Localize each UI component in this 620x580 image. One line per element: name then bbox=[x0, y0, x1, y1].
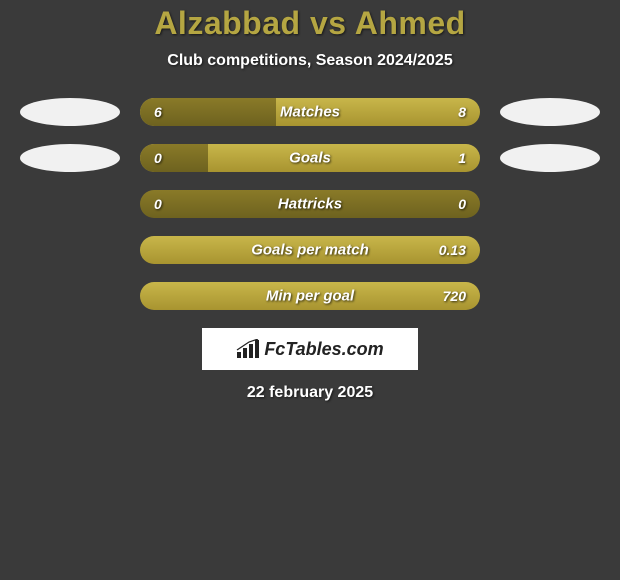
stat-label: Hattricks bbox=[278, 196, 342, 213]
bar-chart-icon bbox=[236, 339, 260, 359]
stat-bar: Goals per match 0.13 bbox=[140, 236, 480, 264]
stat-bar: 6 Matches 8 bbox=[140, 98, 480, 126]
logo-text: FcTables.com bbox=[264, 339, 383, 360]
stat-label: Matches bbox=[280, 104, 340, 121]
stat-right-value: 0.13 bbox=[439, 242, 466, 258]
oval-spacer bbox=[500, 282, 600, 310]
team-left-oval bbox=[20, 98, 120, 126]
stats-rows: 6 Matches 8 0 Goals 1 0 Hattricks 0 Goals per mat… bbox=[0, 98, 620, 310]
stat-right-value: 720 bbox=[443, 288, 466, 304]
stat-left-value: 0 bbox=[154, 150, 162, 166]
logo-box: FcTables.com bbox=[202, 328, 418, 370]
stat-bar: 0 Hattricks 0 bbox=[140, 190, 480, 218]
team-right-oval bbox=[500, 98, 600, 126]
oval-spacer bbox=[500, 190, 600, 218]
oval-spacer bbox=[20, 236, 120, 264]
stat-right-value: 0 bbox=[458, 196, 466, 212]
stat-row: 6 Matches 8 bbox=[0, 98, 620, 126]
bar-fill-left bbox=[140, 144, 208, 172]
logo-inner: FcTables.com bbox=[236, 339, 383, 360]
oval-spacer bbox=[20, 282, 120, 310]
comparison-container: Alzabbad vs Ahmed Club competitions, Sea… bbox=[0, 0, 620, 402]
stat-left-value: 0 bbox=[154, 196, 162, 212]
stat-right-value: 8 bbox=[458, 104, 466, 120]
team-left-oval bbox=[20, 144, 120, 172]
oval-spacer bbox=[500, 236, 600, 264]
stat-bar: Min per goal 720 bbox=[140, 282, 480, 310]
stat-label: Goals bbox=[289, 150, 331, 167]
stat-label: Goals per match bbox=[251, 242, 369, 259]
stat-left-value: 6 bbox=[154, 104, 162, 120]
date-text: 22 february 2025 bbox=[0, 384, 620, 402]
stat-row: Min per goal 720 bbox=[0, 282, 620, 310]
team-right-oval bbox=[500, 144, 600, 172]
stat-bar: 0 Goals 1 bbox=[140, 144, 480, 172]
oval-spacer bbox=[20, 190, 120, 218]
stat-row: Goals per match 0.13 bbox=[0, 236, 620, 264]
stat-right-value: 1 bbox=[458, 150, 466, 166]
stat-row: 0 Hattricks 0 bbox=[0, 190, 620, 218]
subtitle: Club competitions, Season 2024/2025 bbox=[0, 52, 620, 70]
stat-row: 0 Goals 1 bbox=[0, 144, 620, 172]
stat-label: Min per goal bbox=[266, 288, 354, 305]
page-title: Alzabbad vs Ahmed bbox=[0, 5, 620, 42]
